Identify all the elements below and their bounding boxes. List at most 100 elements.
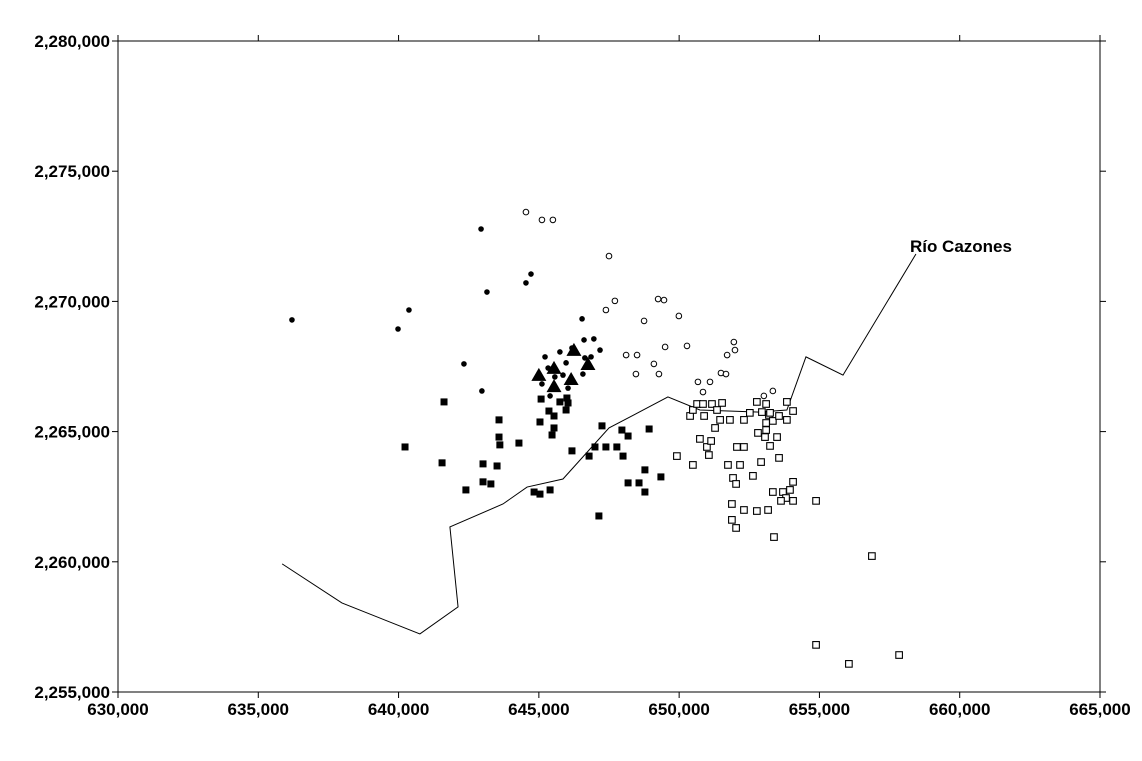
point — [289, 317, 295, 323]
point — [552, 374, 558, 380]
point — [406, 307, 412, 313]
point — [591, 336, 597, 342]
point — [769, 387, 777, 395]
point — [484, 289, 490, 295]
point — [566, 342, 582, 356]
point — [495, 433, 503, 441]
point — [783, 416, 791, 424]
point — [661, 343, 669, 351]
point — [789, 497, 797, 505]
point — [588, 354, 594, 360]
point — [736, 461, 744, 469]
point — [868, 552, 876, 560]
point — [546, 486, 554, 494]
point — [547, 393, 553, 399]
point — [633, 351, 641, 359]
point — [707, 437, 715, 445]
point — [591, 443, 599, 451]
y-tick-label: 2,280,000 — [34, 32, 110, 51]
point — [542, 354, 548, 360]
point — [401, 443, 409, 451]
point — [786, 486, 794, 494]
point — [602, 443, 610, 451]
point — [563, 394, 571, 402]
point — [487, 480, 495, 488]
point — [732, 480, 740, 488]
point — [479, 388, 485, 394]
point — [579, 316, 585, 322]
river-line — [281, 253, 917, 635]
point — [613, 443, 621, 451]
point — [632, 370, 640, 378]
point — [749, 472, 757, 480]
point — [530, 488, 538, 496]
point — [740, 443, 748, 451]
point — [703, 443, 711, 451]
point — [618, 426, 626, 434]
point — [764, 506, 772, 514]
point — [762, 400, 770, 408]
river-label: Río Cazones — [910, 237, 1012, 256]
point — [775, 454, 783, 462]
point — [568, 447, 576, 455]
point — [562, 406, 570, 414]
point — [766, 442, 774, 450]
point — [657, 473, 665, 481]
point — [745, 409, 754, 417]
x-tick-label: 645,000 — [508, 700, 569, 719]
point — [713, 406, 721, 414]
point — [895, 651, 903, 659]
point — [581, 337, 587, 343]
point — [595, 512, 603, 520]
y-tick-label: 2,255,000 — [34, 683, 110, 702]
point — [761, 433, 769, 441]
point — [740, 416, 748, 424]
point — [789, 407, 797, 415]
point — [766, 409, 774, 417]
point — [564, 399, 572, 407]
point — [550, 424, 558, 432]
point — [550, 412, 558, 420]
point — [395, 326, 401, 332]
point — [536, 418, 544, 426]
point — [696, 435, 704, 443]
point — [775, 412, 783, 420]
point — [546, 379, 562, 393]
point — [440, 398, 448, 406]
point — [563, 372, 579, 386]
point — [557, 349, 563, 355]
point — [624, 479, 632, 487]
point — [753, 507, 761, 515]
point — [546, 360, 562, 374]
point — [528, 271, 534, 277]
point — [598, 422, 606, 430]
point — [522, 208, 530, 216]
point — [726, 416, 734, 424]
point — [582, 355, 588, 361]
point — [580, 371, 586, 377]
point — [538, 216, 546, 224]
point — [539, 381, 545, 387]
point — [758, 408, 766, 416]
point — [536, 490, 544, 498]
point — [730, 338, 738, 346]
point — [478, 226, 484, 232]
point — [640, 317, 648, 325]
point — [711, 424, 719, 432]
point — [565, 385, 571, 391]
point — [689, 461, 697, 469]
point — [673, 452, 681, 460]
y-tick-label: 2,260,000 — [34, 553, 110, 572]
point — [757, 458, 765, 466]
point — [645, 425, 653, 433]
point — [689, 406, 697, 414]
point — [462, 486, 470, 494]
point — [760, 392, 768, 400]
point — [754, 429, 762, 437]
point — [655, 370, 663, 378]
point — [731, 346, 739, 354]
point — [773, 433, 781, 441]
point — [563, 360, 569, 366]
point — [496, 441, 504, 449]
point — [723, 351, 731, 359]
